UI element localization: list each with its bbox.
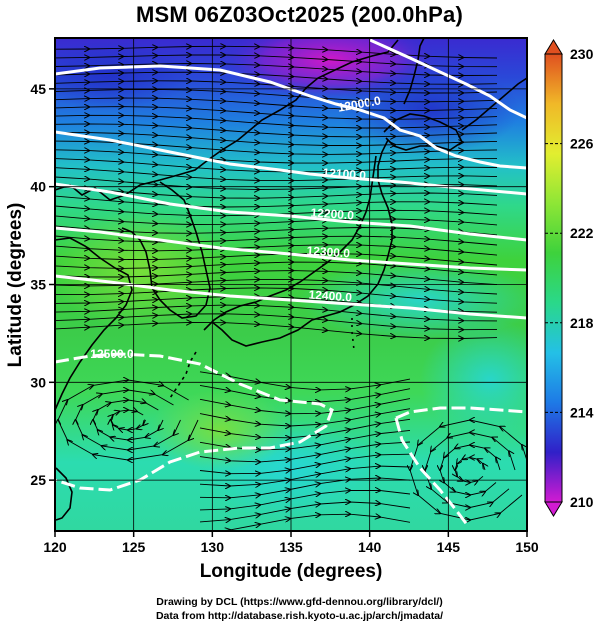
y-tick-label: 45 xyxy=(30,81,46,97)
colorbar-tick-label: 230 xyxy=(570,46,594,62)
y-axis-label: Latitude (degrees) xyxy=(5,203,26,368)
colorbar-tick-label: 218 xyxy=(570,315,594,331)
china-coast xyxy=(55,237,133,411)
y-tick-label: 25 xyxy=(30,472,46,488)
y-axis-ticks: 25 30 35 40 45 xyxy=(30,81,55,488)
x-axis-ticks: 120 125 130 135 140 145 150 xyxy=(43,531,539,555)
contour-12100 xyxy=(55,130,527,196)
x-tick-label: 150 xyxy=(515,539,539,555)
contour-12000-b xyxy=(369,38,527,120)
lat-lon-grid xyxy=(55,38,527,531)
streamline xyxy=(216,514,411,531)
colorbar: 230 226 222 218 214 210 xyxy=(544,39,594,517)
y-tick-label: 35 xyxy=(30,277,46,293)
x-tick-label: 140 xyxy=(358,539,382,555)
streamline xyxy=(55,322,498,338)
colorbar-max-arrow xyxy=(544,39,563,55)
contour-label: 12500.0 xyxy=(90,347,134,361)
x-tick-label: 120 xyxy=(43,539,67,555)
colorbar-ticks: 230 226 222 218 214 210 xyxy=(545,46,594,510)
izu-islands xyxy=(351,318,355,351)
contour-12200 xyxy=(55,182,527,242)
x-tick-label: 130 xyxy=(201,539,225,555)
x-tick-label: 135 xyxy=(279,539,303,555)
streamline xyxy=(55,236,498,246)
colorbar-tick-label: 210 xyxy=(570,494,594,510)
contour-12500-b xyxy=(394,406,527,527)
korea-coast xyxy=(121,181,211,319)
y-tick-label: 30 xyxy=(30,374,46,390)
colorbar-tick-label: 226 xyxy=(570,136,594,152)
japan-south-coast xyxy=(211,139,393,347)
contour-12000 xyxy=(55,64,527,170)
x-tick-label: 125 xyxy=(122,539,146,555)
credit-drawing: Drawing by DCL (https://www.gfd-dennou.o… xyxy=(156,596,443,608)
contour-label: 12200.0 xyxy=(310,206,355,223)
ryukyu-coast xyxy=(169,351,197,399)
credit-data: Data from http://database.rish.kyoto-u.a… xyxy=(155,610,444,622)
taiwan-coast xyxy=(55,467,73,521)
contour-labels: 12000.012100.012200.012300.012400.012500… xyxy=(90,93,382,361)
y-tick-label: 40 xyxy=(30,179,46,195)
colorbar-tick-label: 214 xyxy=(570,404,594,420)
credits: Drawing by DCL (https://www.gfd-dennou.o… xyxy=(0,595,599,623)
mainland-coast xyxy=(55,39,399,201)
map-title: MSM 06Z03Oct2025 (200.0hPa) xyxy=(136,2,463,27)
contour-label: 12400.0 xyxy=(308,288,353,305)
x-tick-label: 145 xyxy=(437,539,461,555)
japan-north-coast xyxy=(203,155,377,331)
sakhalin-coast xyxy=(403,38,425,105)
coastlines xyxy=(55,38,527,521)
hokkaido-coast xyxy=(383,113,464,151)
contour-label: 12100.0 xyxy=(322,166,367,183)
streamline xyxy=(55,215,498,225)
x-axis-label: Longitude (degrees) xyxy=(200,561,383,582)
colorbar-tick-label: 222 xyxy=(570,225,594,241)
contour-label: 12300.0 xyxy=(306,244,351,261)
contour-12300 xyxy=(55,226,527,272)
colorbar-body xyxy=(544,53,563,503)
colorbar-min-arrow xyxy=(544,501,563,517)
